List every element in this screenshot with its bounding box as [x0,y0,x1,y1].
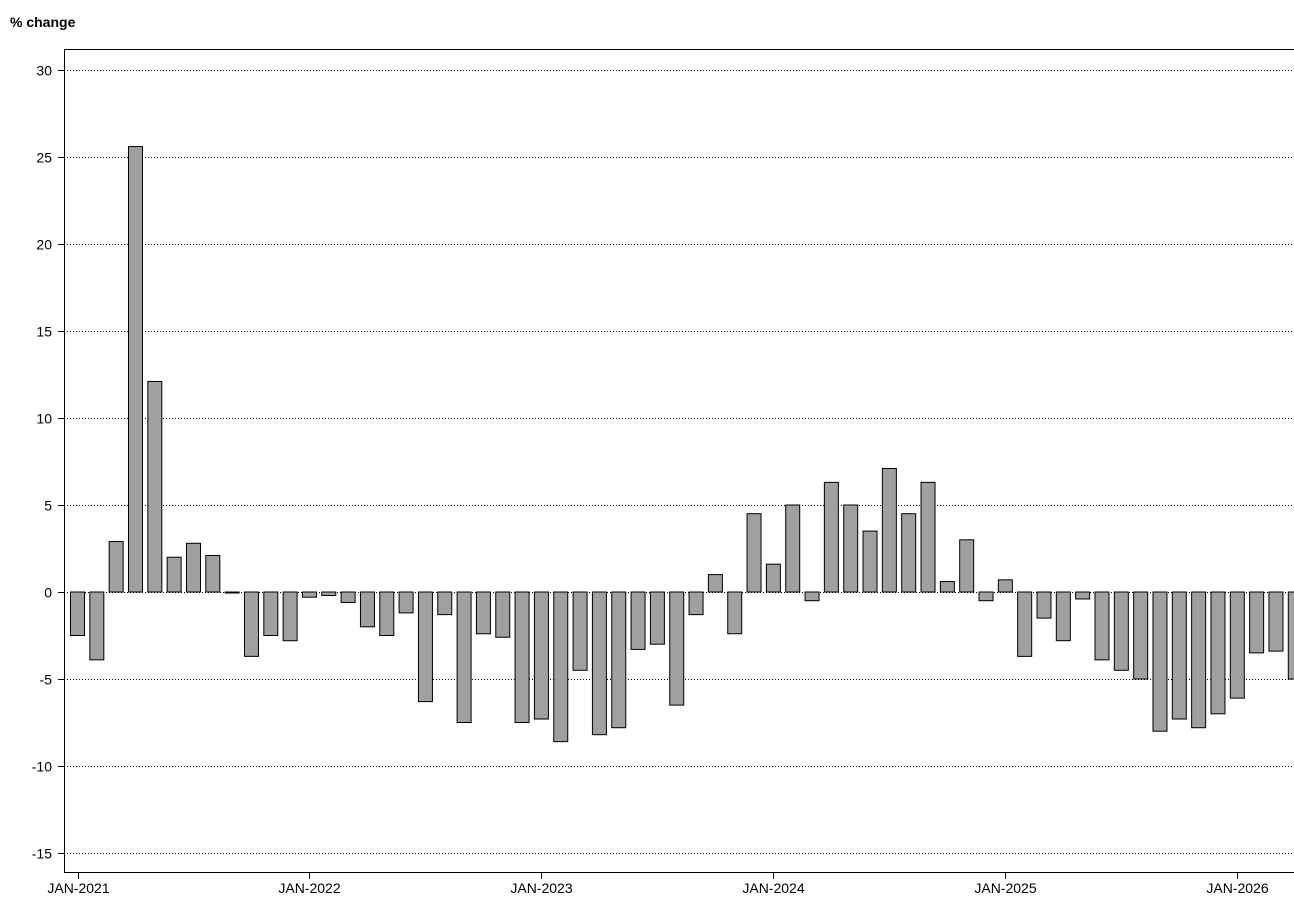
x-tick-label: JAN-2022 [278,880,340,896]
bar [340,591,356,603]
y-tick-label: 25 [36,150,52,166]
bar [417,591,433,703]
y-axis-title: % change [10,14,76,30]
bar [1287,591,1294,680]
bar [649,591,665,645]
bar [553,591,569,743]
bar [282,591,298,642]
bar [224,591,240,594]
bar [765,563,781,593]
bar [1017,591,1033,657]
bar [1229,591,1245,699]
bar [591,591,607,736]
y-tick-label: 15 [36,324,52,340]
bar [1152,591,1168,732]
bar [127,146,143,593]
bar [1036,591,1052,619]
bar [263,591,279,636]
bar [166,556,182,593]
bar [89,591,105,661]
bar [1113,591,1129,671]
bar [437,591,453,616]
bar [205,554,221,593]
bar [514,591,530,723]
bar [108,541,124,593]
y-tick-label: 0 [44,585,52,601]
bar [630,591,646,650]
bar [727,591,743,635]
bar [997,579,1013,593]
y-tick-label: 5 [44,498,52,514]
bar [1094,591,1110,661]
bar [1055,591,1071,642]
bar [147,380,163,593]
bar [1249,591,1265,654]
bar [185,542,201,593]
bar [301,591,317,598]
bar [359,591,375,628]
x-tick-label: JAN-2024 [742,880,804,896]
x-tick-label: JAN-2023 [510,880,572,896]
bar [939,581,955,593]
bar [533,591,549,720]
bar [688,591,704,616]
bar [746,513,762,593]
bar [959,539,975,593]
bar [881,467,897,593]
bar [572,591,588,671]
bar [398,591,414,614]
x-tick-label: JAN-2021 [47,880,109,896]
y-tick-label: 30 [36,63,52,79]
y-tick-label: -5 [40,672,53,688]
bar [321,591,337,596]
x-tick-label: JAN-2026 [1206,880,1268,896]
bar [843,504,859,593]
bar [920,481,936,593]
bar [978,591,994,602]
bar [70,591,85,636]
y-tick-label: -15 [32,846,52,862]
bar [669,591,685,706]
bar [1133,591,1149,680]
bar [1171,591,1187,720]
bar [1210,591,1226,715]
bar [1191,591,1207,729]
bar [475,591,491,635]
bar [707,574,723,593]
bar [804,591,820,602]
bar [1268,591,1284,652]
bar [785,504,801,593]
y-tick-label: 20 [36,237,52,253]
bar [901,513,917,593]
y-tick-label: -10 [32,759,52,775]
bar [862,530,878,593]
bar [456,591,472,723]
bar [823,481,839,593]
bar [495,591,511,638]
bar [243,591,259,657]
bar [1075,591,1091,600]
y-tick-label: 10 [36,411,52,427]
bar [611,591,627,729]
x-tick-label: JAN-2025 [974,880,1036,896]
bar [379,591,395,636]
